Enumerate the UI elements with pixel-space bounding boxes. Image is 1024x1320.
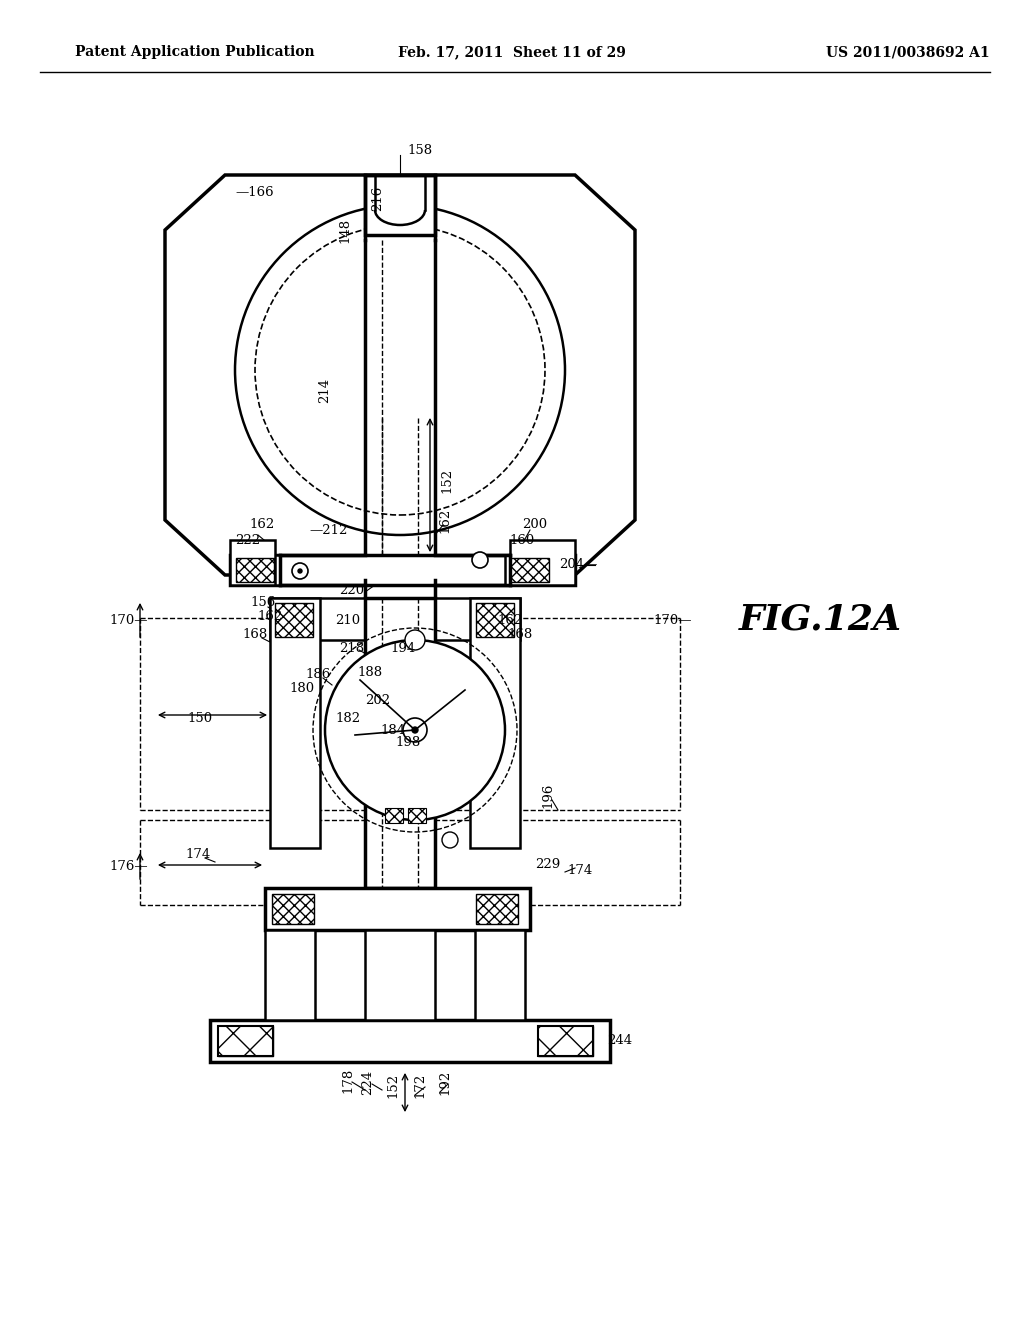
Text: 174: 174 <box>185 849 211 862</box>
Text: 152: 152 <box>386 1072 399 1097</box>
Text: 182: 182 <box>336 711 360 725</box>
Text: 192: 192 <box>438 1069 452 1094</box>
Bar <box>230 540 275 585</box>
Text: 150: 150 <box>187 711 213 725</box>
Text: 162: 162 <box>498 614 522 627</box>
Text: 152: 152 <box>440 467 454 492</box>
Text: 196: 196 <box>542 783 555 808</box>
Bar <box>270 598 520 640</box>
Circle shape <box>234 205 565 535</box>
Text: 224: 224 <box>361 1069 375 1094</box>
Bar <box>510 558 546 581</box>
Text: 156: 156 <box>251 597 275 610</box>
Bar <box>385 808 403 822</box>
Text: 186: 186 <box>305 668 331 681</box>
Circle shape <box>403 718 427 742</box>
Bar <box>470 598 520 847</box>
Text: 218: 218 <box>339 642 365 655</box>
Text: 168: 168 <box>507 628 532 642</box>
Bar <box>365 598 435 888</box>
Bar <box>365 931 435 1020</box>
Bar <box>476 894 518 924</box>
Bar <box>272 894 314 924</box>
Text: 220: 220 <box>339 583 365 597</box>
Text: 148: 148 <box>339 218 351 243</box>
Text: 202: 202 <box>366 693 390 706</box>
Bar <box>275 603 313 638</box>
Bar <box>511 558 549 582</box>
Text: 229: 229 <box>536 858 560 871</box>
Bar <box>265 931 315 1020</box>
Text: Feb. 17, 2011  Sheet 11 of 29: Feb. 17, 2011 Sheet 11 of 29 <box>398 45 626 59</box>
Text: 178: 178 <box>341 1068 354 1093</box>
Text: 200: 200 <box>522 519 548 532</box>
Text: —166: —166 <box>234 186 273 199</box>
Bar <box>475 931 525 1020</box>
Circle shape <box>325 640 505 820</box>
Text: 180: 180 <box>290 681 314 694</box>
Bar <box>408 808 426 822</box>
Text: 160: 160 <box>509 533 535 546</box>
Bar <box>270 598 319 847</box>
Bar <box>218 1026 273 1056</box>
Bar <box>365 176 435 235</box>
Bar <box>265 888 530 931</box>
Text: Patent Application Publication: Patent Application Publication <box>75 45 314 59</box>
Bar <box>505 554 575 585</box>
Text: 188: 188 <box>357 665 383 678</box>
Bar <box>510 540 575 585</box>
Circle shape <box>292 564 308 579</box>
Text: 216: 216 <box>372 185 384 211</box>
Circle shape <box>442 832 458 847</box>
Circle shape <box>255 224 545 515</box>
Text: 170—: 170— <box>110 614 148 627</box>
Bar <box>230 554 575 585</box>
Circle shape <box>406 630 425 649</box>
Bar <box>476 603 514 638</box>
Text: 170—: 170— <box>653 614 692 627</box>
Text: 210: 210 <box>336 614 360 627</box>
Text: 158: 158 <box>408 144 432 157</box>
Text: 222: 222 <box>236 533 260 546</box>
Circle shape <box>472 552 488 568</box>
Text: 244: 244 <box>607 1034 633 1047</box>
Bar <box>238 558 274 581</box>
Bar <box>538 1026 593 1056</box>
Text: 194: 194 <box>390 642 416 655</box>
Text: 214: 214 <box>318 378 332 403</box>
Text: 162: 162 <box>257 610 283 623</box>
Text: FIG.12A: FIG.12A <box>738 603 901 638</box>
Text: 184: 184 <box>381 723 406 737</box>
Text: 172: 172 <box>414 1072 427 1098</box>
Text: 174: 174 <box>567 863 593 876</box>
Bar <box>210 1020 610 1063</box>
Text: 162: 162 <box>250 519 274 532</box>
Circle shape <box>298 569 302 573</box>
Polygon shape <box>165 176 635 576</box>
Text: 162: 162 <box>438 507 452 533</box>
Text: 176—: 176— <box>110 861 148 874</box>
Bar <box>236 558 274 582</box>
Text: 198: 198 <box>395 735 421 748</box>
Bar <box>230 554 280 585</box>
Text: 168: 168 <box>243 628 267 642</box>
Bar <box>538 1026 593 1056</box>
Text: US 2011/0038692 A1: US 2011/0038692 A1 <box>826 45 990 59</box>
Text: —212: —212 <box>309 524 348 536</box>
Bar <box>218 1026 273 1056</box>
Circle shape <box>412 727 418 733</box>
Text: 204—: 204— <box>560 558 598 572</box>
